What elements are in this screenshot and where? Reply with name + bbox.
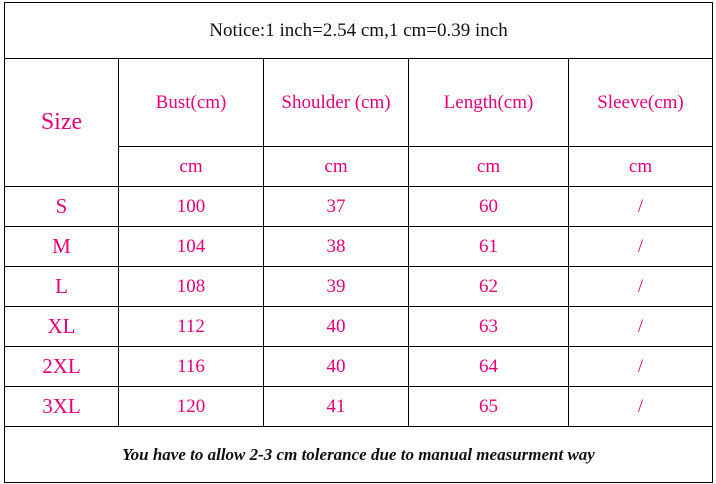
data-row: 2XL 116 40 64/	[4, 346, 713, 387]
footer: You have to allow 2-3 cm tolerance due t…	[4, 426, 713, 483]
value-cell: 62	[408, 266, 569, 307]
size-header: Size	[4, 58, 119, 187]
value-cell: 120	[118, 386, 264, 427]
value-cell: 60	[408, 186, 569, 227]
column-header: Length(cm)	[408, 58, 569, 147]
value-cell: /	[568, 226, 713, 267]
value-cell: 40	[263, 346, 409, 387]
unit-cell: cm	[118, 146, 264, 187]
data-row: S 100 37 60/	[4, 186, 713, 227]
value-cell: 61	[408, 226, 569, 267]
table-body: Notice:1 inch=2.54 cm,1 cm=0.39 inch Siz…	[4, 2, 713, 483]
value-cell: 64	[408, 346, 569, 387]
value-cell: 100	[118, 186, 264, 227]
data-row: M 104 38 61/	[4, 226, 713, 267]
unit-cell: cm	[568, 146, 713, 187]
value-cell: /	[568, 346, 713, 387]
column-header: Bust(cm)	[118, 58, 264, 147]
value-cell: 112	[118, 306, 264, 347]
value-cell: 116	[118, 346, 264, 387]
size-cell: L	[4, 266, 119, 307]
size-table: Notice:1 inch=2.54 cm,1 cm=0.39 inch Siz…	[4, 2, 713, 483]
size-cell: M	[4, 226, 119, 267]
notice-row: Notice:1 inch=2.54 cm,1 cm=0.39 inch	[4, 2, 713, 59]
unit-cell: cm	[408, 146, 569, 187]
value-cell: 63	[408, 306, 569, 347]
data-row: 3XL 120 41 65/	[4, 386, 713, 427]
data-row: XL 112 40 63/	[4, 306, 713, 347]
value-cell: /	[568, 306, 713, 347]
footer-row: You have to allow 2-3 cm tolerance due t…	[4, 426, 713, 483]
value-cell: 39	[263, 266, 409, 307]
value-cell: 104	[118, 226, 264, 267]
units-row: cm cm cm cm	[5, 146, 713, 187]
value-cell: 41	[263, 386, 409, 427]
size-cell: XL	[4, 306, 119, 347]
unit-cell: cm	[263, 146, 409, 187]
value-cell: 40	[263, 306, 409, 347]
value-cell: /	[568, 386, 713, 427]
value-cell: 38	[263, 226, 409, 267]
size-cell: 2XL	[4, 346, 119, 387]
column-header: Shoulder (cm)	[263, 58, 409, 147]
size-cell: 3XL	[4, 386, 119, 427]
value-cell: /	[568, 186, 713, 227]
header-row: Size Bust(cm) Shoulder (cm) Length(cm) Slee…	[4, 58, 713, 187]
value-cell: 37	[263, 186, 409, 227]
notice: Notice:1 inch=2.54 cm,1 cm=0.39 inch	[4, 2, 713, 59]
value-cell: 108	[118, 266, 264, 307]
data-row: L 108 39 62/	[4, 266, 713, 307]
value-cell: 65	[408, 386, 569, 427]
column-header: Sleeve(cm)	[568, 58, 713, 147]
value-cell: /	[568, 266, 713, 307]
size-cell: S	[4, 186, 119, 227]
